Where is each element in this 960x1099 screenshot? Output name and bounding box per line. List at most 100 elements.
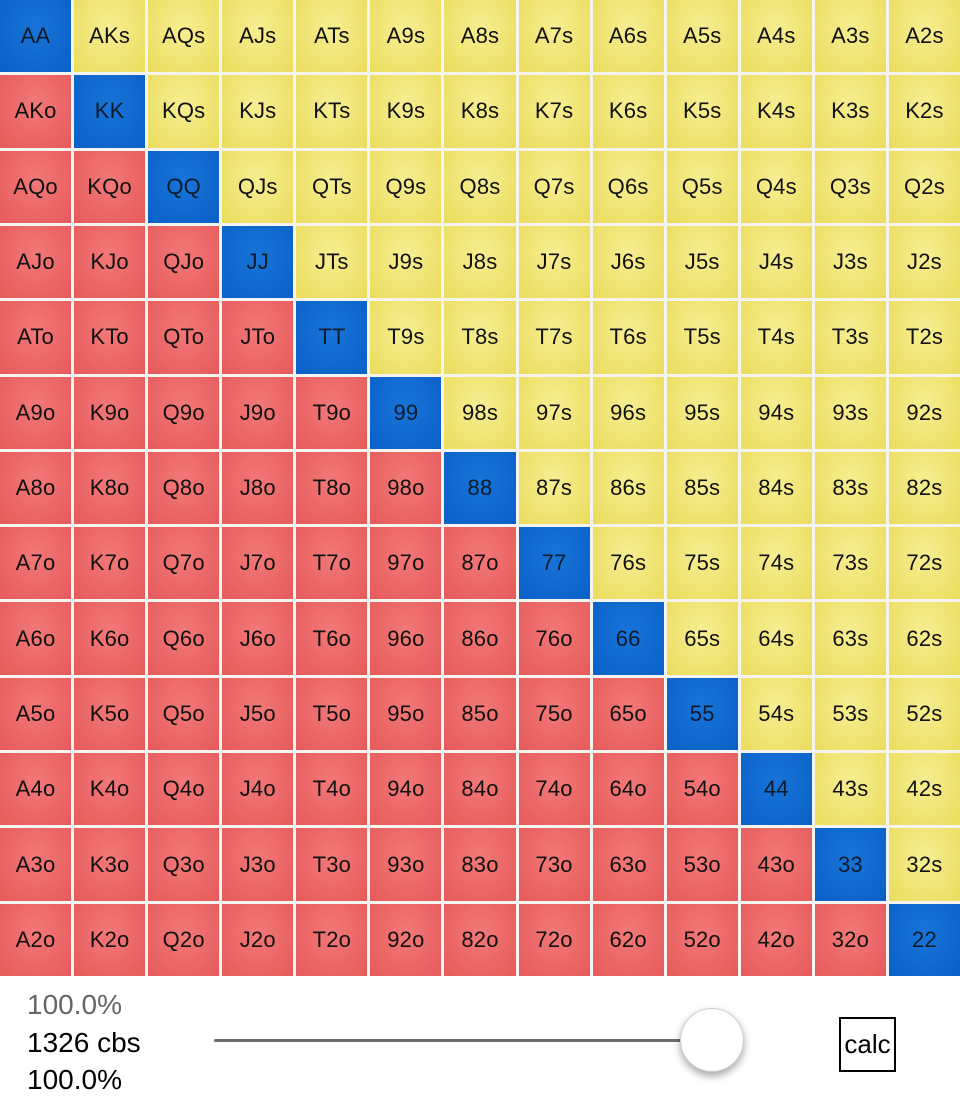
hand-cell-93s[interactable]: 93s (814, 376, 886, 449)
hand-cell-AJs[interactable]: AJs (222, 0, 294, 73)
hand-cell-QTo[interactable]: QTo (148, 301, 220, 374)
hand-cell-88[interactable]: 88 (444, 451, 516, 525)
hand-cell-J7o[interactable]: J7o (222, 527, 294, 600)
hand-cell-K8s[interactable]: K8s (444, 75, 516, 148)
hand-cell-KK[interactable]: KK (74, 75, 146, 148)
hand-cell-T3o[interactable]: T3o (296, 828, 368, 901)
hand-cell-A7o[interactable]: A7o (0, 527, 72, 600)
hand-cell-A7s[interactable]: A7s (518, 0, 590, 73)
hand-cell-42o[interactable]: 42o (740, 903, 812, 976)
hand-cell-J6o[interactable]: J6o (222, 602, 294, 675)
hand-cell-K6s[interactable]: K6s (592, 75, 664, 148)
hand-cell-J2o[interactable]: J2o (222, 903, 294, 976)
hand-cell-93o[interactable]: 93o (370, 828, 442, 901)
hand-cell-Q9s[interactable]: Q9s (370, 150, 442, 223)
hand-cell-J4o[interactable]: J4o (222, 753, 294, 826)
hand-cell-J2s[interactable]: J2s (888, 225, 960, 299)
hand-cell-K9s[interactable]: K9s (370, 75, 442, 148)
hand-cell-86o[interactable]: 86o (444, 602, 516, 675)
hand-cell-95s[interactable]: 95s (666, 376, 738, 449)
hand-cell-Q5o[interactable]: Q5o (148, 677, 220, 751)
hand-cell-QTs[interactable]: QTs (296, 150, 368, 223)
hand-cell-T2o[interactable]: T2o (296, 903, 368, 976)
hand-cell-T8o[interactable]: T8o (296, 451, 368, 525)
hand-cell-62s[interactable]: 62s (888, 602, 960, 675)
hand-cell-J7s[interactable]: J7s (518, 225, 590, 299)
hand-cell-AKs[interactable]: AKs (74, 0, 146, 73)
hand-cell-72s[interactable]: 72s (888, 527, 960, 600)
hand-cell-Q6s[interactable]: Q6s (592, 150, 664, 223)
hand-cell-82o[interactable]: 82o (444, 903, 516, 976)
hand-cell-K4s[interactable]: K4s (740, 75, 812, 148)
hand-cell-QQ[interactable]: QQ (148, 150, 220, 223)
hand-cell-AJo[interactable]: AJo (0, 225, 72, 299)
hand-cell-99[interactable]: 99 (370, 376, 442, 449)
hand-cell-43o[interactable]: 43o (740, 828, 812, 901)
hand-cell-97o[interactable]: 97o (370, 527, 442, 600)
hand-cell-86s[interactable]: 86s (592, 451, 664, 525)
hand-cell-32o[interactable]: 32o (814, 903, 886, 976)
hand-cell-64o[interactable]: 64o (592, 753, 664, 826)
hand-cell-A6s[interactable]: A6s (592, 0, 664, 73)
hand-cell-KTs[interactable]: KTs (296, 75, 368, 148)
hand-cell-K4o[interactable]: K4o (74, 753, 146, 826)
hand-cell-J4s[interactable]: J4s (740, 225, 812, 299)
hand-cell-K7s[interactable]: K7s (518, 75, 590, 148)
hand-cell-77[interactable]: 77 (518, 527, 590, 600)
hand-cell-K3o[interactable]: K3o (74, 828, 146, 901)
hand-cell-A6o[interactable]: A6o (0, 602, 72, 675)
hand-cell-Q2o[interactable]: Q2o (148, 903, 220, 976)
hand-cell-T5s[interactable]: T5s (666, 301, 738, 374)
hand-cell-98o[interactable]: 98o (370, 451, 442, 525)
hand-cell-A2o[interactable]: A2o (0, 903, 72, 976)
hand-cell-T6s[interactable]: T6s (592, 301, 664, 374)
hand-cell-98s[interactable]: 98s (444, 376, 516, 449)
hand-cell-ATo[interactable]: ATo (0, 301, 72, 374)
range-slider-track[interactable] (214, 1039, 744, 1042)
hand-cell-75o[interactable]: 75o (518, 677, 590, 751)
hand-cell-96o[interactable]: 96o (370, 602, 442, 675)
hand-cell-72o[interactable]: 72o (518, 903, 590, 976)
hand-cell-65o[interactable]: 65o (592, 677, 664, 751)
hand-cell-96s[interactable]: 96s (592, 376, 664, 449)
hand-cell-JTo[interactable]: JTo (222, 301, 294, 374)
hand-cell-A3s[interactable]: A3s (814, 0, 886, 73)
hand-cell-Q6o[interactable]: Q6o (148, 602, 220, 675)
hand-cell-K8o[interactable]: K8o (74, 451, 146, 525)
hand-cell-82s[interactable]: 82s (888, 451, 960, 525)
range-slider-thumb[interactable] (680, 1008, 744, 1072)
hand-cell-JJ[interactable]: JJ (222, 225, 294, 299)
hand-cell-K2s[interactable]: K2s (888, 75, 960, 148)
calc-button[interactable]: calc (839, 1017, 896, 1072)
hand-cell-JTs[interactable]: JTs (296, 225, 368, 299)
hand-cell-A8s[interactable]: A8s (444, 0, 516, 73)
hand-cell-T4s[interactable]: T4s (740, 301, 812, 374)
hand-cell-AA[interactable]: AA (0, 0, 72, 73)
hand-cell-63s[interactable]: 63s (814, 602, 886, 675)
hand-cell-Q3s[interactable]: Q3s (814, 150, 886, 223)
hand-cell-53s[interactable]: 53s (814, 677, 886, 751)
hand-cell-KJs[interactable]: KJs (222, 75, 294, 148)
hand-cell-J3s[interactable]: J3s (814, 225, 886, 299)
hand-cell-Q9o[interactable]: Q9o (148, 376, 220, 449)
hand-cell-Q8s[interactable]: Q8s (444, 150, 516, 223)
hand-cell-AKo[interactable]: AKo (0, 75, 72, 148)
hand-cell-76o[interactable]: 76o (518, 602, 590, 675)
hand-cell-J5o[interactable]: J5o (222, 677, 294, 751)
hand-cell-Q4s[interactable]: Q4s (740, 150, 812, 223)
hand-cell-T9o[interactable]: T9o (296, 376, 368, 449)
hand-cell-AQs[interactable]: AQs (148, 0, 220, 73)
hand-cell-A9s[interactable]: A9s (370, 0, 442, 73)
hand-cell-74s[interactable]: 74s (740, 527, 812, 600)
hand-cell-76s[interactable]: 76s (592, 527, 664, 600)
hand-cell-64s[interactable]: 64s (740, 602, 812, 675)
hand-cell-AQo[interactable]: AQo (0, 150, 72, 223)
hand-cell-KQs[interactable]: KQs (148, 75, 220, 148)
hand-cell-Q5s[interactable]: Q5s (666, 150, 738, 223)
hand-cell-KQo[interactable]: KQo (74, 150, 146, 223)
hand-cell-A4o[interactable]: A4o (0, 753, 72, 826)
hand-cell-52o[interactable]: 52o (666, 903, 738, 976)
hand-cell-65s[interactable]: 65s (666, 602, 738, 675)
hand-cell-92s[interactable]: 92s (888, 376, 960, 449)
hand-cell-97s[interactable]: 97s (518, 376, 590, 449)
